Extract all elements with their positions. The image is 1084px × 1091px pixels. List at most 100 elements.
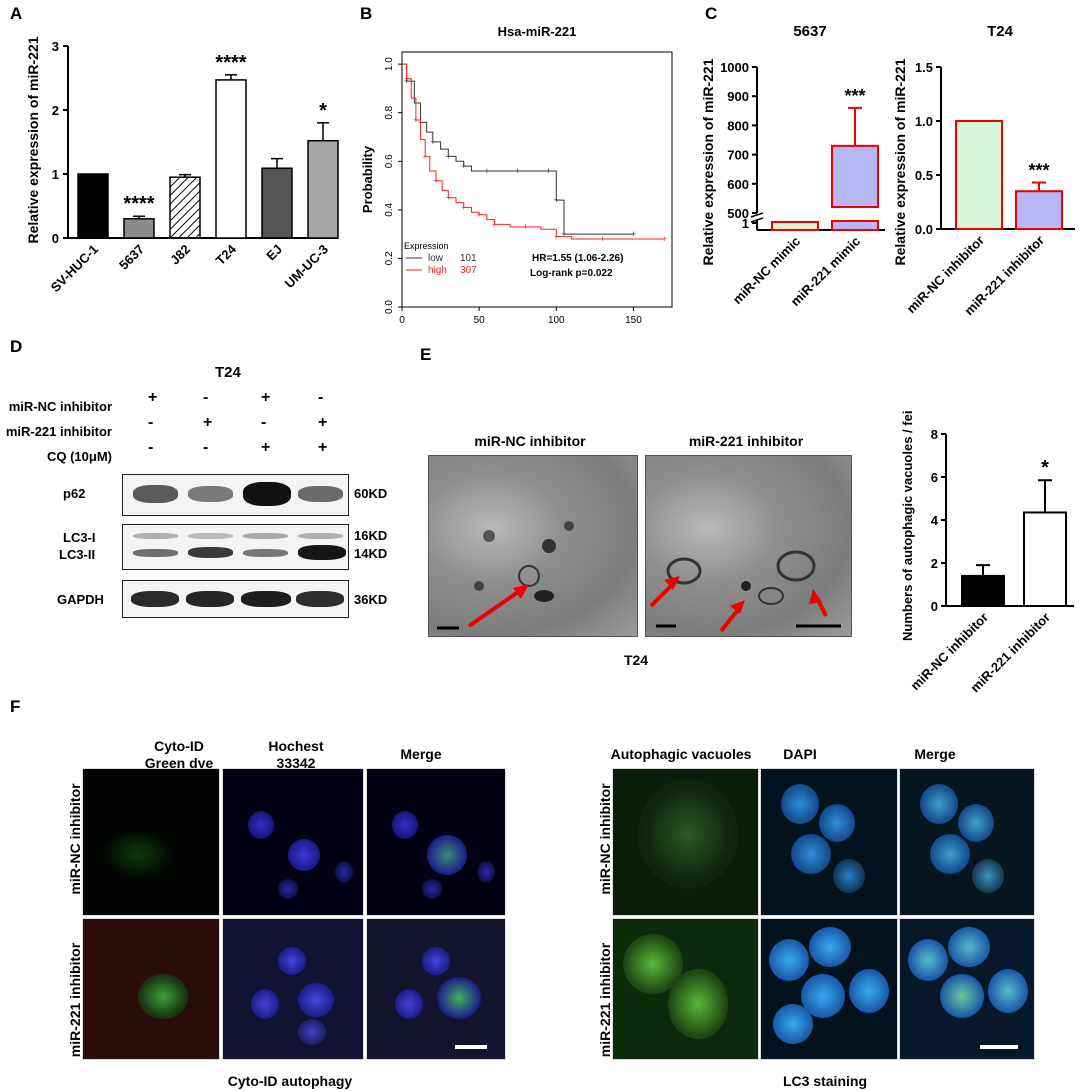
x-tick-label: 50 xyxy=(474,315,486,326)
survival-curve-high xyxy=(402,63,665,240)
y-tick-label: 1000 xyxy=(720,60,749,75)
censor-mark: + xyxy=(461,161,466,171)
significance-mark: *** xyxy=(844,86,865,106)
em-label-left: miR-NC inhibitor xyxy=(474,433,586,449)
legend-name: low xyxy=(428,253,444,264)
blot-condition-mark: - xyxy=(261,414,267,431)
censor-mark: + xyxy=(484,166,489,176)
y-axis-label: Numbers of autophagic vacuoles / feild xyxy=(900,410,915,641)
blot-lc3-strip xyxy=(122,524,349,570)
blot-condition-mark: - xyxy=(203,389,209,406)
censor-mark: + xyxy=(561,229,566,239)
y-tick-label: 6 xyxy=(931,470,938,485)
censor-mark: + xyxy=(446,151,451,161)
y-tick-label: 0.8 xyxy=(384,105,395,119)
y-tick-label: 1 xyxy=(52,167,59,182)
blot-label-gapdh: GAPDH xyxy=(57,592,104,607)
blot-condition-mark: + xyxy=(261,389,271,406)
bar xyxy=(961,574,1005,607)
y-tick-label: 1.0 xyxy=(915,114,933,129)
survival-curve-low xyxy=(402,63,634,235)
blot-size-lc3i: 16KD xyxy=(354,528,388,543)
significance-mark: *** xyxy=(1028,161,1049,181)
chart-b-survival: Hsa-miR-221 0 50 100 150 0.0 0.2 0.4 0.6 0.8 1.0 Ti… xyxy=(360,24,673,335)
y-tick-label: 1 xyxy=(742,216,749,231)
y-axis-label: Relative expression of miR-221 xyxy=(700,58,716,265)
blot-p62-strip xyxy=(122,474,349,516)
fluor-cytoid-221 xyxy=(82,918,220,1060)
y-tick-label: 0.5 xyxy=(915,168,933,183)
panel-label-e: E xyxy=(420,345,432,364)
legend-name: high xyxy=(428,265,447,276)
censor-mark: + xyxy=(404,76,409,86)
blot-condition-mark: - xyxy=(203,439,209,456)
panel-label-a: A xyxy=(10,4,23,23)
bar xyxy=(307,139,339,239)
blot-label-p62: p62 xyxy=(63,486,86,501)
fluor-dapi-221 xyxy=(760,918,898,1060)
em-caption: T24 xyxy=(623,652,649,668)
censor-mark: + xyxy=(433,176,438,186)
y-tick-label: 8 xyxy=(931,427,938,442)
censor-mark: + xyxy=(430,137,435,147)
blot-condition-mark: + xyxy=(318,414,328,431)
hr-text: HR=1.55 (1.06-2.26) xyxy=(532,253,623,264)
bar-lower xyxy=(831,220,879,231)
censor-mark: + xyxy=(600,234,605,244)
y-tick-label: 500 xyxy=(727,206,749,221)
censor-mark: + xyxy=(631,229,636,239)
bar xyxy=(261,167,293,239)
fluor-hoechst-221 xyxy=(222,918,364,1060)
y-tick-label: 2 xyxy=(931,556,938,571)
panel-label-d: D xyxy=(10,337,23,356)
fluor-merge-nc-right xyxy=(899,768,1035,916)
legend-title: Expression xyxy=(404,241,449,251)
censor-mark: + xyxy=(461,202,466,212)
significance-mark: **** xyxy=(215,52,246,74)
plot-frame xyxy=(401,51,673,308)
chart-title: T24 xyxy=(987,23,1014,40)
fluor-hoechst-nc xyxy=(222,768,364,916)
x-tick-label: 100 xyxy=(548,315,565,326)
y-tick-label: 0.2 xyxy=(384,251,395,265)
censor-mark: + xyxy=(554,195,559,205)
y-axis-label: Probability xyxy=(360,145,375,213)
y-tick-label: 0.4 xyxy=(384,202,395,216)
logrank-text: Log-rank p=0.022 xyxy=(530,268,613,279)
fluor-right-col-1: Autophagic vacuoles xyxy=(610,746,752,762)
blot-condition-mark: + xyxy=(261,439,271,456)
blot-label-lc3i: LC3-I xyxy=(63,530,96,545)
blot-label-lc3ii: LC3-II xyxy=(59,547,96,562)
blot-condition-mark: - xyxy=(148,414,154,431)
blot-condition-mark: - xyxy=(318,389,324,406)
y-tick-label: 0 xyxy=(931,599,938,614)
significance-mark: * xyxy=(319,100,327,122)
y-tick-label: 900 xyxy=(727,89,749,104)
chart-title: Hsa-miR-221 xyxy=(498,24,577,39)
bar xyxy=(1023,511,1067,607)
fluor-left-col-3: Merge xyxy=(400,746,442,762)
em-label-right: miR-221 inhibitor xyxy=(688,433,804,449)
bar xyxy=(831,144,879,208)
fluor-right-col-3: Merge xyxy=(914,746,956,762)
chart-c-t24: T24 Relative expression of miR-221 0.0 0.5 1… xyxy=(895,23,1075,318)
censor-mark: + xyxy=(546,166,551,176)
blot-condition-label: CQ (10μM) xyxy=(46,449,112,464)
em-image-left xyxy=(428,455,638,637)
fluor-left-caption: Cyto-ID autophagy xyxy=(227,1073,353,1089)
blot-size-lc3ii: 14KD xyxy=(354,546,388,561)
significance-mark: * xyxy=(1041,457,1049,479)
fluor-right-caption: LC3 staining xyxy=(782,1073,867,1089)
fluor-merge-221-left xyxy=(366,918,506,1060)
censor-mark: + xyxy=(515,166,520,176)
y-tick-label: 0.0 xyxy=(384,300,395,314)
chart-c-5637: 5637 Relative expression of miR-221 500 600… xyxy=(700,23,885,309)
censor-mark: + xyxy=(446,193,451,203)
y-axis-label: Relative expression of miR-221 xyxy=(895,58,908,265)
significance-mark: **** xyxy=(123,193,154,215)
x-tick-label: SV-HUC-1 xyxy=(48,242,102,296)
y-tick-label: 2 xyxy=(52,103,59,118)
y-tick-label: 700 xyxy=(727,148,749,163)
blot-cell-line: T24 xyxy=(215,364,241,381)
censor-mark: + xyxy=(492,219,497,229)
